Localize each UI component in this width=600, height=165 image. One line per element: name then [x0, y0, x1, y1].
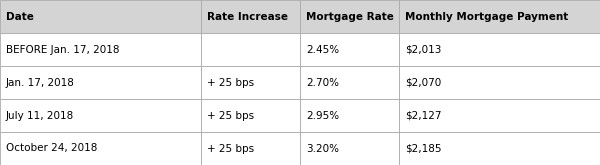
Text: $2,127: $2,127: [405, 111, 442, 120]
Text: July 11, 2018: July 11, 2018: [6, 111, 74, 120]
Text: 3.20%: 3.20%: [306, 144, 339, 153]
Bar: [0, 66, 201, 99]
Bar: [399, 0, 600, 33]
Bar: [201, 99, 300, 132]
Bar: [201, 66, 300, 99]
Text: 2.70%: 2.70%: [306, 78, 339, 87]
Bar: [0, 99, 201, 132]
Text: $2,185: $2,185: [405, 144, 442, 153]
Text: + 25 bps: + 25 bps: [207, 78, 254, 87]
Bar: [300, 99, 399, 132]
Bar: [201, 0, 300, 33]
Text: + 25 bps: + 25 bps: [207, 144, 254, 153]
Bar: [201, 33, 300, 66]
Text: 2.45%: 2.45%: [306, 45, 339, 54]
Text: $2,013: $2,013: [405, 45, 442, 54]
Text: October 24, 2018: October 24, 2018: [6, 144, 97, 153]
Text: Date: Date: [6, 12, 34, 21]
Text: + 25 bps: + 25 bps: [207, 111, 254, 120]
Bar: [0, 0, 201, 33]
Bar: [0, 132, 201, 165]
Bar: [0, 33, 201, 66]
Bar: [300, 66, 399, 99]
Text: 2.95%: 2.95%: [306, 111, 339, 120]
Bar: [300, 33, 399, 66]
Text: Mortgage Rate: Mortgage Rate: [306, 12, 394, 21]
Text: $2,070: $2,070: [405, 78, 441, 87]
Bar: [300, 0, 399, 33]
Text: Jan. 17, 2018: Jan. 17, 2018: [6, 78, 75, 87]
Bar: [399, 33, 600, 66]
Text: BEFORE Jan. 17, 2018: BEFORE Jan. 17, 2018: [6, 45, 119, 54]
Bar: [399, 66, 600, 99]
Bar: [201, 132, 300, 165]
Bar: [399, 99, 600, 132]
Text: Monthly Mortgage Payment: Monthly Mortgage Payment: [405, 12, 568, 21]
Bar: [399, 132, 600, 165]
Bar: [300, 132, 399, 165]
Text: Rate Increase: Rate Increase: [207, 12, 288, 21]
